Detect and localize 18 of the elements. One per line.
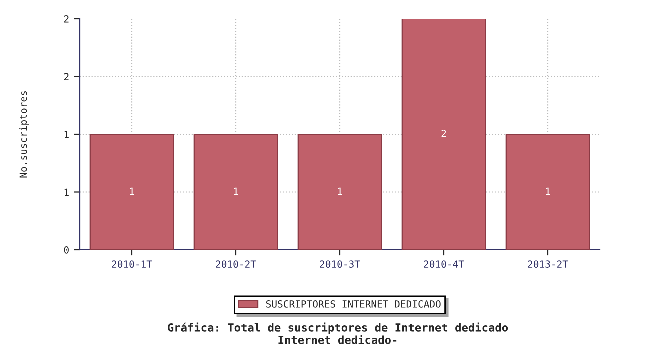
x-tick-label: 2010-1T [112, 260, 152, 268]
data-label: 1 [234, 188, 238, 195]
data-label: 1 [130, 188, 134, 195]
y-tick-label: 2 [64, 16, 69, 23]
y-tick-label: 2 [64, 73, 69, 80]
x-tick-label: 2013-2T [528, 260, 568, 268]
x-tick-label: 2010-3T [320, 260, 360, 268]
legend-label: SUSCRIPTORES INTERNET DEDICADO [266, 300, 441, 308]
y-tick-label: 0 [64, 246, 69, 254]
data-label: 1 [338, 188, 342, 195]
y-axis-title: No.suscriptores [20, 92, 30, 178]
text: Gráfica: Total de suscriptores de Internet dedicado Internet dedicado- [168, 322, 508, 344]
x-tick-label: 2010-4T [424, 260, 464, 268]
data-label: 1 [546, 188, 550, 195]
data-label: 2 [442, 130, 446, 138]
x-tick-label: 2010-2T [216, 260, 256, 268]
y-tick-label: 1 [64, 188, 69, 196]
y-tick-label: 1 [64, 131, 69, 138]
